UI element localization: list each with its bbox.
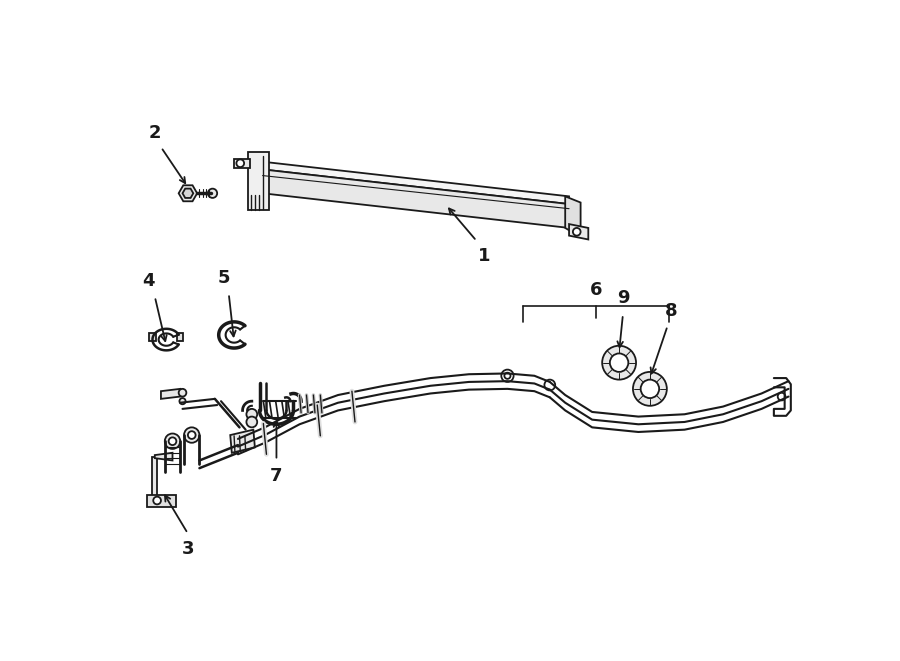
Polygon shape — [183, 188, 194, 198]
Circle shape — [168, 438, 176, 445]
Circle shape — [247, 416, 257, 428]
Circle shape — [247, 409, 257, 420]
Polygon shape — [230, 430, 255, 453]
Circle shape — [188, 431, 195, 439]
Text: 9: 9 — [616, 290, 629, 307]
Text: 5: 5 — [218, 269, 230, 288]
Polygon shape — [263, 162, 569, 204]
Text: 4: 4 — [142, 272, 155, 290]
Text: 2: 2 — [148, 124, 161, 143]
Circle shape — [544, 379, 555, 391]
Text: 8: 8 — [664, 301, 677, 319]
Polygon shape — [161, 389, 180, 399]
Circle shape — [235, 434, 244, 444]
Circle shape — [179, 389, 186, 397]
Circle shape — [504, 373, 510, 379]
Circle shape — [235, 442, 244, 451]
Circle shape — [165, 434, 180, 449]
Text: 7: 7 — [270, 467, 283, 485]
Polygon shape — [179, 185, 197, 202]
Text: 1: 1 — [478, 247, 491, 265]
Polygon shape — [569, 224, 589, 239]
Polygon shape — [177, 333, 184, 341]
Polygon shape — [147, 495, 176, 507]
Polygon shape — [152, 457, 158, 501]
Circle shape — [208, 188, 217, 198]
Circle shape — [778, 393, 786, 401]
Text: 3: 3 — [182, 540, 194, 558]
Polygon shape — [263, 169, 569, 228]
Circle shape — [501, 369, 514, 382]
Polygon shape — [149, 333, 156, 341]
Polygon shape — [565, 196, 581, 237]
Circle shape — [179, 398, 185, 405]
Circle shape — [237, 159, 244, 167]
Polygon shape — [234, 159, 249, 168]
Circle shape — [641, 379, 659, 398]
Circle shape — [602, 346, 636, 379]
Polygon shape — [155, 453, 173, 461]
Polygon shape — [248, 153, 269, 210]
Circle shape — [573, 228, 580, 235]
Circle shape — [610, 354, 628, 372]
Circle shape — [633, 372, 667, 406]
Circle shape — [184, 428, 200, 443]
Text: 6: 6 — [590, 281, 602, 299]
Circle shape — [153, 496, 161, 504]
